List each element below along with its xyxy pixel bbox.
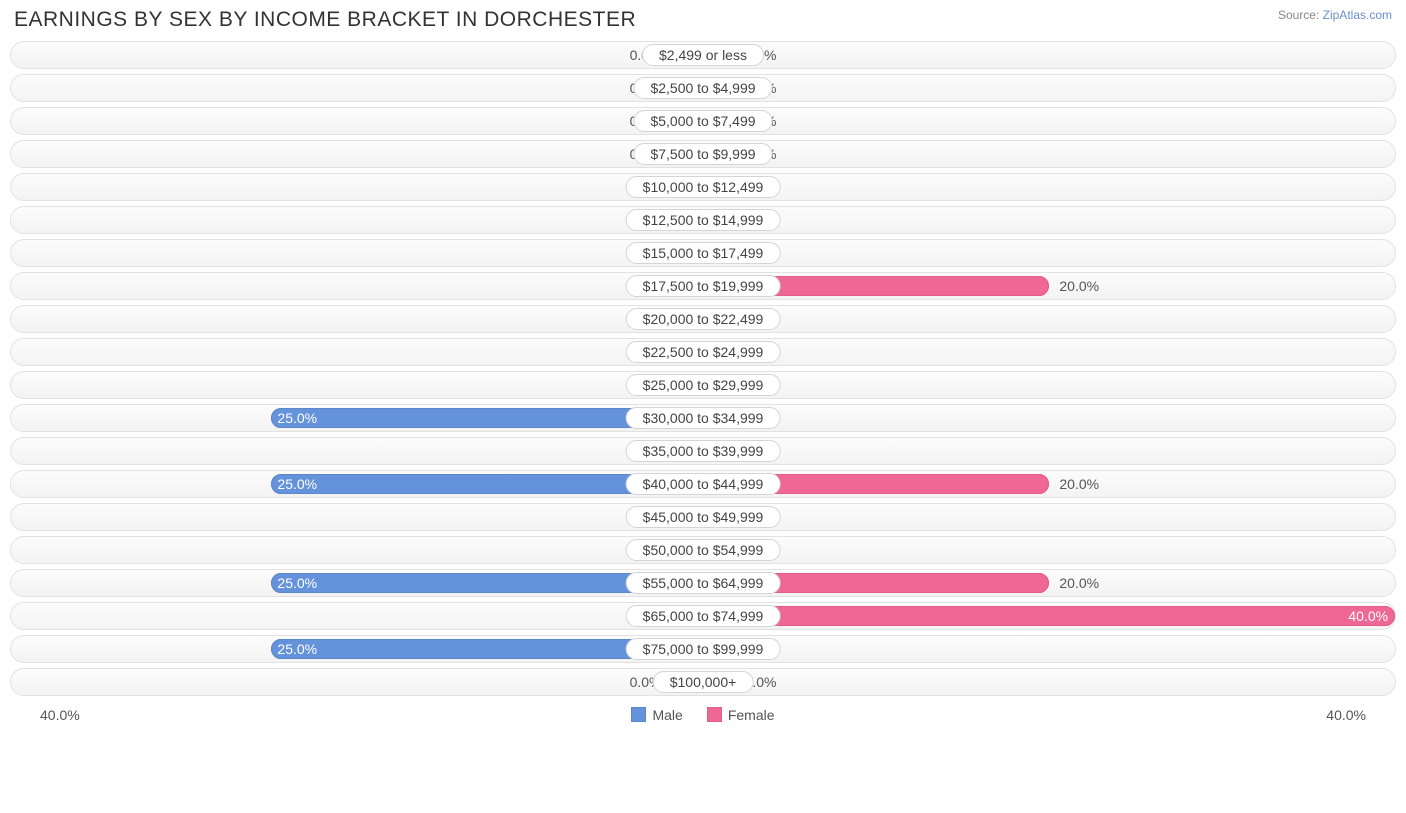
bracket-row: 0.0%0.0%$50,000 to $54,999 xyxy=(10,536,1396,564)
female-value-label: 20.0% xyxy=(1059,476,1099,492)
bracket-row: 0.0%20.0%$17,500 to $19,999 xyxy=(10,272,1396,300)
source-attribution: Source: ZipAtlas.com xyxy=(1278,8,1392,22)
bracket-label: $17,500 to $19,999 xyxy=(626,275,781,297)
chart-title: EARNINGS BY SEX BY INCOME BRACKET IN DOR… xyxy=(14,8,636,32)
bracket-label: $2,499 or less xyxy=(642,44,764,66)
bracket-row: 0.0%0.0%$100,000+ xyxy=(10,668,1396,696)
bracket-row: 25.0%0.0%$30,000 to $34,999 xyxy=(10,404,1396,432)
legend-male-label: Male xyxy=(652,707,682,723)
bracket-label: $50,000 to $54,999 xyxy=(626,539,781,561)
bracket-label: $100,000+ xyxy=(653,671,754,693)
bracket-label: $2,500 to $4,999 xyxy=(633,77,772,99)
bracket-label: $45,000 to $49,999 xyxy=(626,506,781,528)
bracket-label: $75,000 to $99,999 xyxy=(626,638,781,660)
bracket-label: $12,500 to $14,999 xyxy=(626,209,781,231)
female-swatch xyxy=(707,707,722,722)
female-value-label: 20.0% xyxy=(1059,575,1099,591)
female-bar-value xyxy=(703,606,1395,626)
bracket-label: $55,000 to $64,999 xyxy=(626,572,781,594)
bracket-row: 0.0%0.0%$7,500 to $9,999 xyxy=(10,140,1396,168)
axis-max-right: 40.0% xyxy=(1326,707,1366,723)
source-prefix: Source: xyxy=(1278,8,1323,22)
bracket-label: $40,000 to $44,999 xyxy=(626,473,781,495)
bracket-row: 25.0% 20.0% $55,000 to $64,999 xyxy=(10,569,1396,597)
bracket-row: 0.0%0.0%$15,000 to $17,499 xyxy=(10,239,1396,267)
male-value-label: 25.0% xyxy=(277,575,317,591)
bracket-label: $25,000 to $29,999 xyxy=(626,374,781,396)
bracket-label: $22,500 to $24,999 xyxy=(626,341,781,363)
female-value-label: 40.0% xyxy=(1348,608,1388,624)
male-swatch xyxy=(631,707,646,722)
bracket-row: 0.0%0.0%$12,500 to $14,999 xyxy=(10,206,1396,234)
bracket-row: 0.0%0.0%$2,500 to $4,999 xyxy=(10,74,1396,102)
legend-male: Male xyxy=(631,707,682,723)
bracket-label: $5,000 to $7,499 xyxy=(633,110,772,132)
male-value-label: 25.0% xyxy=(277,641,317,657)
bracket-row: 0.0%0.0%$45,000 to $49,999 xyxy=(10,503,1396,531)
legend-female: Female xyxy=(707,707,775,723)
bracket-label: $30,000 to $34,999 xyxy=(626,407,781,429)
bracket-label: $20,000 to $22,499 xyxy=(626,308,781,330)
bracket-row: 0.0%40.0%$65,000 to $74,999 xyxy=(10,602,1396,630)
bracket-row: 0.0%0.0%$5,000 to $7,499 xyxy=(10,107,1396,135)
bracket-label: $35,000 to $39,999 xyxy=(626,440,781,462)
bracket-row: 25.0%0.0%$75,000 to $99,999 xyxy=(10,635,1396,663)
bracket-row: 25.0% 20.0% $40,000 to $44,999 xyxy=(10,470,1396,498)
male-value-label: 25.0% xyxy=(277,410,317,426)
diverging-bar-chart: 0.0%0.0%$2,499 or less 0.0%0.0%$2,500 to … xyxy=(0,41,1406,707)
source-link[interactable]: ZipAtlas.com xyxy=(1323,8,1392,22)
legend: Male Female xyxy=(631,707,774,723)
bracket-row: 0.0%0.0%$22,500 to $24,999 xyxy=(10,338,1396,366)
bracket-label: $65,000 to $74,999 xyxy=(626,605,781,627)
axis-max-left: 40.0% xyxy=(40,707,80,723)
bracket-row: 0.0%0.0%$2,499 or less xyxy=(10,41,1396,69)
bracket-label: $7,500 to $9,999 xyxy=(633,143,772,165)
bracket-row: 0.0%0.0%$25,000 to $29,999 xyxy=(10,371,1396,399)
legend-female-label: Female xyxy=(728,707,775,723)
bracket-row: 0.0%0.0%$35,000 to $39,999 xyxy=(10,437,1396,465)
bracket-label: $15,000 to $17,499 xyxy=(626,242,781,264)
female-value-label: 20.0% xyxy=(1059,278,1099,294)
bracket-label: $10,000 to $12,499 xyxy=(626,176,781,198)
male-value-label: 25.0% xyxy=(277,476,317,492)
bracket-row: 0.0%0.0%$10,000 to $12,499 xyxy=(10,173,1396,201)
bracket-row: 0.0%0.0%$20,000 to $22,499 xyxy=(10,305,1396,333)
